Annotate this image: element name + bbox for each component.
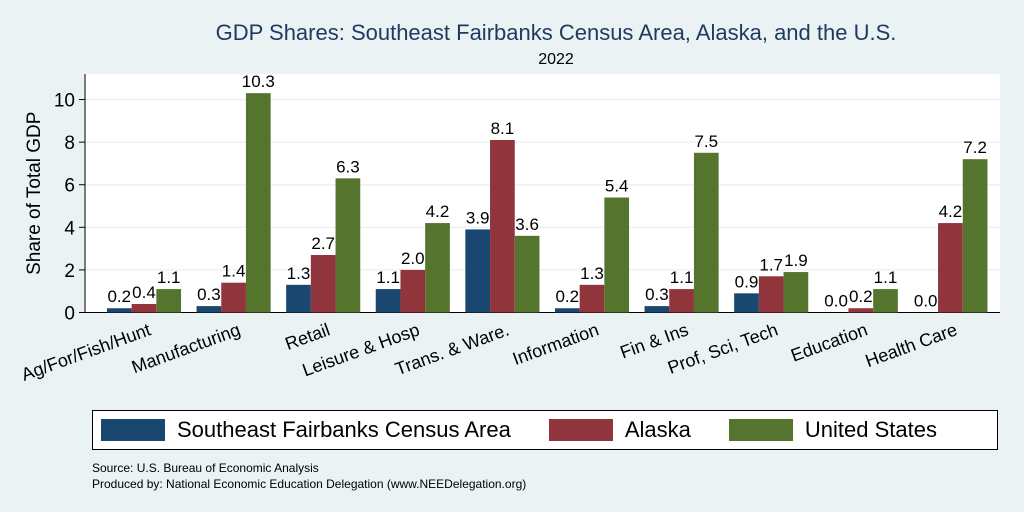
- bar: [286, 284, 311, 313]
- data-label: 7.5: [694, 132, 718, 151]
- y-tick-label: 4: [64, 218, 75, 239]
- bar: [425, 223, 450, 313]
- legend-item: United States: [728, 417, 937, 443]
- chart-title: GDP Shares: Southeast Fairbanks Census A…: [215, 20, 897, 45]
- data-label: 0.4: [132, 283, 156, 302]
- legend-item: Alaska: [548, 417, 691, 443]
- bar: [938, 223, 963, 313]
- y-tick-label: 0: [64, 304, 75, 325]
- data-label: 3.6: [515, 215, 539, 234]
- bar: [490, 140, 515, 313]
- bar: [465, 229, 491, 313]
- data-label: 0.3: [197, 285, 221, 304]
- bar: [873, 289, 898, 313]
- y-axis-label: Share of Total GDP: [24, 112, 45, 275]
- bar: [375, 289, 401, 313]
- bar: [758, 276, 784, 313]
- legend-swatch: [548, 419, 613, 441]
- chart-subtitle: 2022: [538, 51, 574, 68]
- data-label: 2.0: [401, 249, 425, 268]
- data-label: 6.3: [336, 157, 360, 176]
- bar: [335, 178, 361, 313]
- bar: [514, 235, 540, 313]
- bar: [106, 308, 132, 313]
- data-label: 0.0: [824, 292, 848, 311]
- bar: [221, 282, 246, 313]
- data-label: 1.3: [580, 264, 604, 283]
- data-label: 1.1: [376, 268, 400, 287]
- legend: Southeast Fairbanks Census Area Alaska Uni…: [92, 410, 998, 450]
- bar: [962, 159, 988, 313]
- data-label: 1.1: [157, 268, 181, 287]
- bar: [669, 289, 694, 313]
- legend-swatch: [101, 419, 165, 441]
- data-label: 0.2: [849, 287, 873, 306]
- data-label: 0.2: [107, 287, 131, 306]
- bar: [554, 308, 580, 313]
- data-label: 7.2: [963, 138, 987, 157]
- bar: [156, 289, 182, 313]
- data-label: 1.3: [287, 264, 311, 283]
- data-label: 1.7: [759, 255, 783, 274]
- legend-label: United States: [804, 417, 937, 442]
- data-label: 0.2: [555, 287, 579, 306]
- data-label: 1.4: [222, 262, 246, 281]
- data-label: 1.1: [874, 268, 898, 287]
- y-tick-label: 2: [64, 261, 75, 282]
- bar: [400, 269, 426, 313]
- bar: [131, 303, 157, 313]
- bar: [693, 152, 719, 313]
- data-label: 3.9: [466, 208, 490, 227]
- data-label: 2.7: [311, 234, 335, 253]
- y-tick-label: 8: [64, 133, 75, 154]
- bar: [734, 293, 759, 313]
- data-label: 0.3: [645, 285, 669, 304]
- bar: [604, 197, 630, 313]
- data-label: 5.4: [605, 177, 629, 196]
- data-label: 8.1: [491, 119, 515, 138]
- produced-by-note: Produced by: National Economic Education…: [92, 477, 527, 491]
- bar: [310, 255, 336, 313]
- data-label: 4.2: [939, 202, 963, 221]
- legend-label: Southeast Fairbanks Census Area: [177, 417, 511, 442]
- bar: [245, 93, 271, 313]
- source-note: Source: U.S. Bureau of Economic Analysis: [92, 461, 319, 475]
- x-tick-label: Health Care: [863, 319, 960, 371]
- y-tick-label: 10: [54, 91, 75, 112]
- bar: [783, 272, 809, 313]
- x-tick-label: Ag/For/Fish/Hunt: [19, 319, 154, 384]
- data-label: 10.3: [242, 72, 275, 91]
- data-label: 0.9: [735, 272, 759, 291]
- data-label: 4.2: [426, 202, 450, 221]
- y-tick-label: 6: [64, 176, 75, 197]
- legend-swatch: [728, 419, 793, 441]
- data-label: 1.1: [670, 268, 694, 287]
- bar: [196, 306, 222, 313]
- data-label: 1.9: [784, 251, 808, 270]
- bar: [644, 306, 670, 313]
- x-tick-label: Education: [788, 319, 870, 365]
- bar: [848, 308, 874, 313]
- legend-label: Alaska: [624, 417, 691, 442]
- x-tick-label: Retail: [282, 319, 332, 354]
- bar: [579, 284, 605, 313]
- legend-item: Southeast Fairbanks Census Area: [101, 417, 511, 443]
- plot-area: [85, 74, 1000, 313]
- data-label: 0.0: [914, 292, 938, 311]
- x-tick-label: Information: [510, 319, 601, 369]
